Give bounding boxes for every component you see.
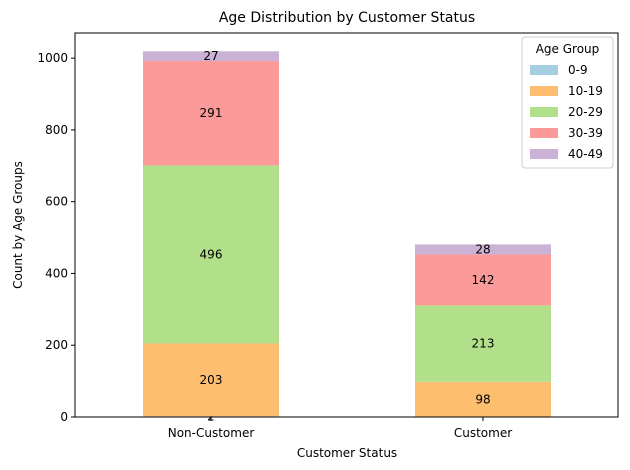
y-tick-label: 800	[45, 123, 68, 137]
bar-value-label: 27	[203, 49, 218, 63]
bar-value-label: 291	[200, 106, 223, 120]
bar-value-label: 98	[475, 392, 490, 406]
legend-swatch	[530, 149, 558, 159]
x-tick-label: Customer	[454, 426, 512, 440]
y-axis-label: Count by Age Groups	[11, 161, 25, 289]
legend-swatch	[530, 107, 558, 117]
y-tick-label: 200	[45, 338, 68, 352]
legend-title: Age Group	[536, 42, 600, 56]
y-tick-label: 1000	[37, 51, 68, 65]
legend-entry-label: 30-39	[568, 126, 603, 140]
bar-segment	[143, 343, 279, 417]
plot-frame	[74, 32, 619, 418]
x-tick-label: Non-Customer	[168, 426, 255, 440]
bar-value-label: 203	[200, 373, 223, 387]
bar-value-label: 28	[475, 242, 490, 256]
bar-segment	[415, 244, 551, 255]
y-tick-label: 600	[45, 195, 68, 209]
bar-segment	[143, 60, 279, 166]
legend-entry-label: 10-19	[568, 84, 603, 98]
bar-segment	[415, 305, 551, 382]
legend-entry-label: 20-29	[568, 105, 603, 119]
x-axis-label: Customer Status	[297, 446, 397, 460]
plot-area: 02004006008001000220349629127Non-Custome…	[37, 49, 551, 440]
bar-value-label: 213	[472, 337, 495, 351]
bar-segment	[143, 165, 279, 344]
bar-segment	[415, 381, 551, 417]
y-tick-label: 0	[60, 410, 68, 424]
legend-swatch	[530, 128, 558, 138]
bar-value-label: 142	[472, 273, 495, 287]
y-tick-label: 400	[45, 266, 68, 280]
bar-segment	[415, 254, 551, 306]
bar-segment	[143, 51, 279, 61]
legend-entry-label: 0-9	[568, 63, 588, 77]
chart-title: Age Distribution by Customer Status	[219, 10, 475, 26]
legend: Age Group 0-9 10-19 20-29 30-39 40-49	[521, 36, 614, 169]
bar-value-label: 496	[200, 247, 223, 261]
legend-entry-label: 40-49	[568, 147, 603, 161]
legend-swatch	[530, 65, 558, 75]
legend-swatch	[530, 86, 558, 96]
